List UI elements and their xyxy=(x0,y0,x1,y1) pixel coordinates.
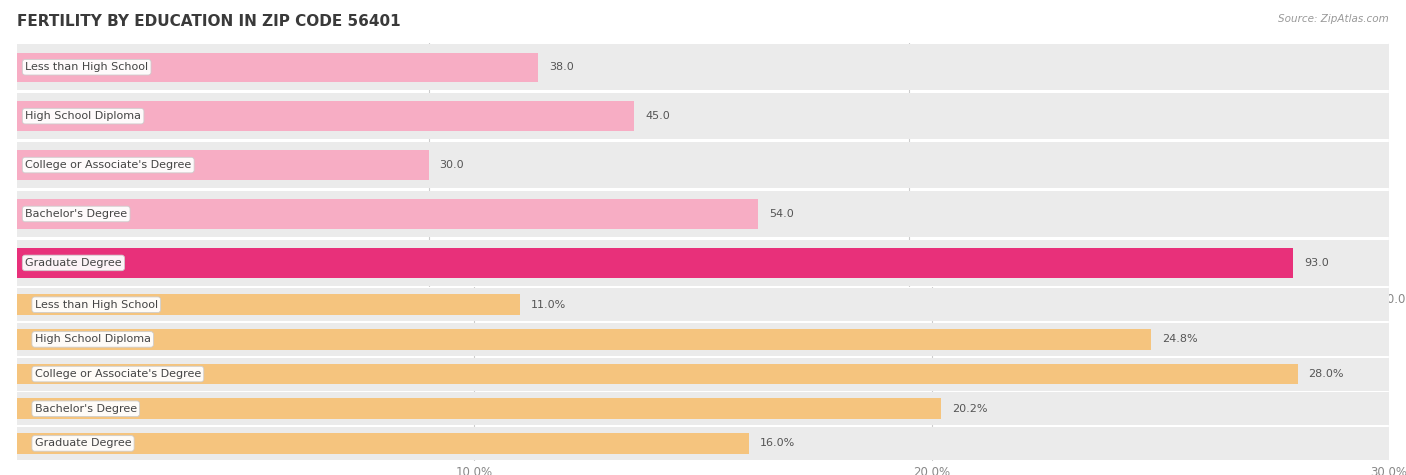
Text: High School Diploma: High School Diploma xyxy=(35,334,150,344)
Bar xyxy=(17,427,1389,460)
Text: Bachelor's Degree: Bachelor's Degree xyxy=(25,209,127,219)
Bar xyxy=(17,294,520,315)
Text: High School Diploma: High School Diploma xyxy=(25,111,141,121)
Text: 20.2%: 20.2% xyxy=(952,404,987,414)
Text: FERTILITY BY EDUCATION IN ZIP CODE 56401: FERTILITY BY EDUCATION IN ZIP CODE 56401 xyxy=(17,14,401,29)
Text: 38.0: 38.0 xyxy=(550,62,574,72)
Bar xyxy=(17,248,1294,277)
Text: Less than High School: Less than High School xyxy=(25,62,148,72)
Bar xyxy=(17,102,634,131)
Bar xyxy=(17,240,1389,286)
Bar xyxy=(17,288,1389,321)
Text: 54.0: 54.0 xyxy=(769,209,793,219)
Text: Graduate Degree: Graduate Degree xyxy=(35,438,131,448)
Text: Bachelor's Degree: Bachelor's Degree xyxy=(35,404,136,414)
Bar xyxy=(17,44,1389,90)
Text: Source: ZipAtlas.com: Source: ZipAtlas.com xyxy=(1278,14,1389,24)
Bar xyxy=(17,392,1389,425)
Bar xyxy=(17,53,538,82)
Bar xyxy=(17,142,1389,188)
Text: Less than High School: Less than High School xyxy=(35,300,157,310)
Text: College or Associate's Degree: College or Associate's Degree xyxy=(35,369,201,379)
Text: College or Associate's Degree: College or Associate's Degree xyxy=(25,160,191,170)
Bar xyxy=(17,323,1389,356)
Bar xyxy=(17,329,1152,350)
Text: 28.0%: 28.0% xyxy=(1309,369,1344,379)
Bar xyxy=(17,358,1389,390)
Text: 45.0: 45.0 xyxy=(645,111,671,121)
Bar xyxy=(17,191,1389,237)
Bar xyxy=(17,200,758,228)
Bar xyxy=(17,433,749,454)
Text: 30.0: 30.0 xyxy=(440,160,464,170)
Bar xyxy=(17,364,1298,384)
Text: 24.8%: 24.8% xyxy=(1163,334,1198,344)
Bar xyxy=(17,399,941,419)
Text: 11.0%: 11.0% xyxy=(531,300,567,310)
Bar xyxy=(17,151,429,180)
Text: 16.0%: 16.0% xyxy=(759,438,794,448)
Bar xyxy=(17,93,1389,139)
Text: Graduate Degree: Graduate Degree xyxy=(25,258,122,268)
Text: 93.0: 93.0 xyxy=(1303,258,1329,268)
